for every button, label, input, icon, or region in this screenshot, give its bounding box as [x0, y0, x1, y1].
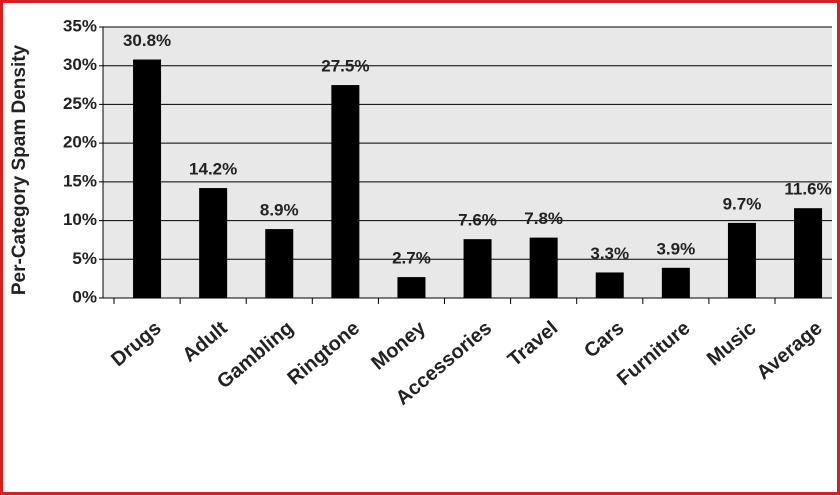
bar: [727, 222, 756, 298]
y-tick-label: 30%: [63, 55, 97, 74]
y-axis-title: Per-Category Spam Density: [9, 44, 30, 295]
bar: [199, 188, 228, 298]
data-label: 7.6%: [458, 211, 497, 230]
y-tick-label: 15%: [63, 171, 97, 190]
y-tick-label: 20%: [63, 133, 97, 152]
data-label: 3.3%: [590, 244, 629, 263]
data-label: 14.2%: [189, 160, 237, 179]
data-label: 11.6%: [784, 180, 831, 199]
bar: [595, 272, 624, 298]
y-tick-label: 0%: [72, 287, 97, 306]
y-tick-label: 35%: [63, 16, 97, 35]
y-tick-label: 25%: [63, 94, 97, 113]
data-label: 27.5%: [321, 57, 369, 76]
bar: [529, 237, 558, 298]
data-label: 30.8%: [123, 31, 171, 50]
data-label: 9.7%: [723, 194, 762, 213]
data-label: 8.9%: [260, 201, 299, 220]
bar: [463, 239, 492, 298]
bar: [331, 85, 360, 298]
y-tick-label: 5%: [72, 249, 97, 268]
y-tick-label: 10%: [63, 210, 97, 229]
bar: [265, 229, 294, 298]
bar: [661, 267, 690, 298]
bar: [397, 277, 426, 298]
data-label: 3.9%: [656, 239, 695, 258]
bar: [794, 208, 823, 298]
data-label: 7.8%: [524, 209, 563, 228]
bar: [133, 59, 162, 298]
data-label: 2.7%: [392, 249, 431, 268]
